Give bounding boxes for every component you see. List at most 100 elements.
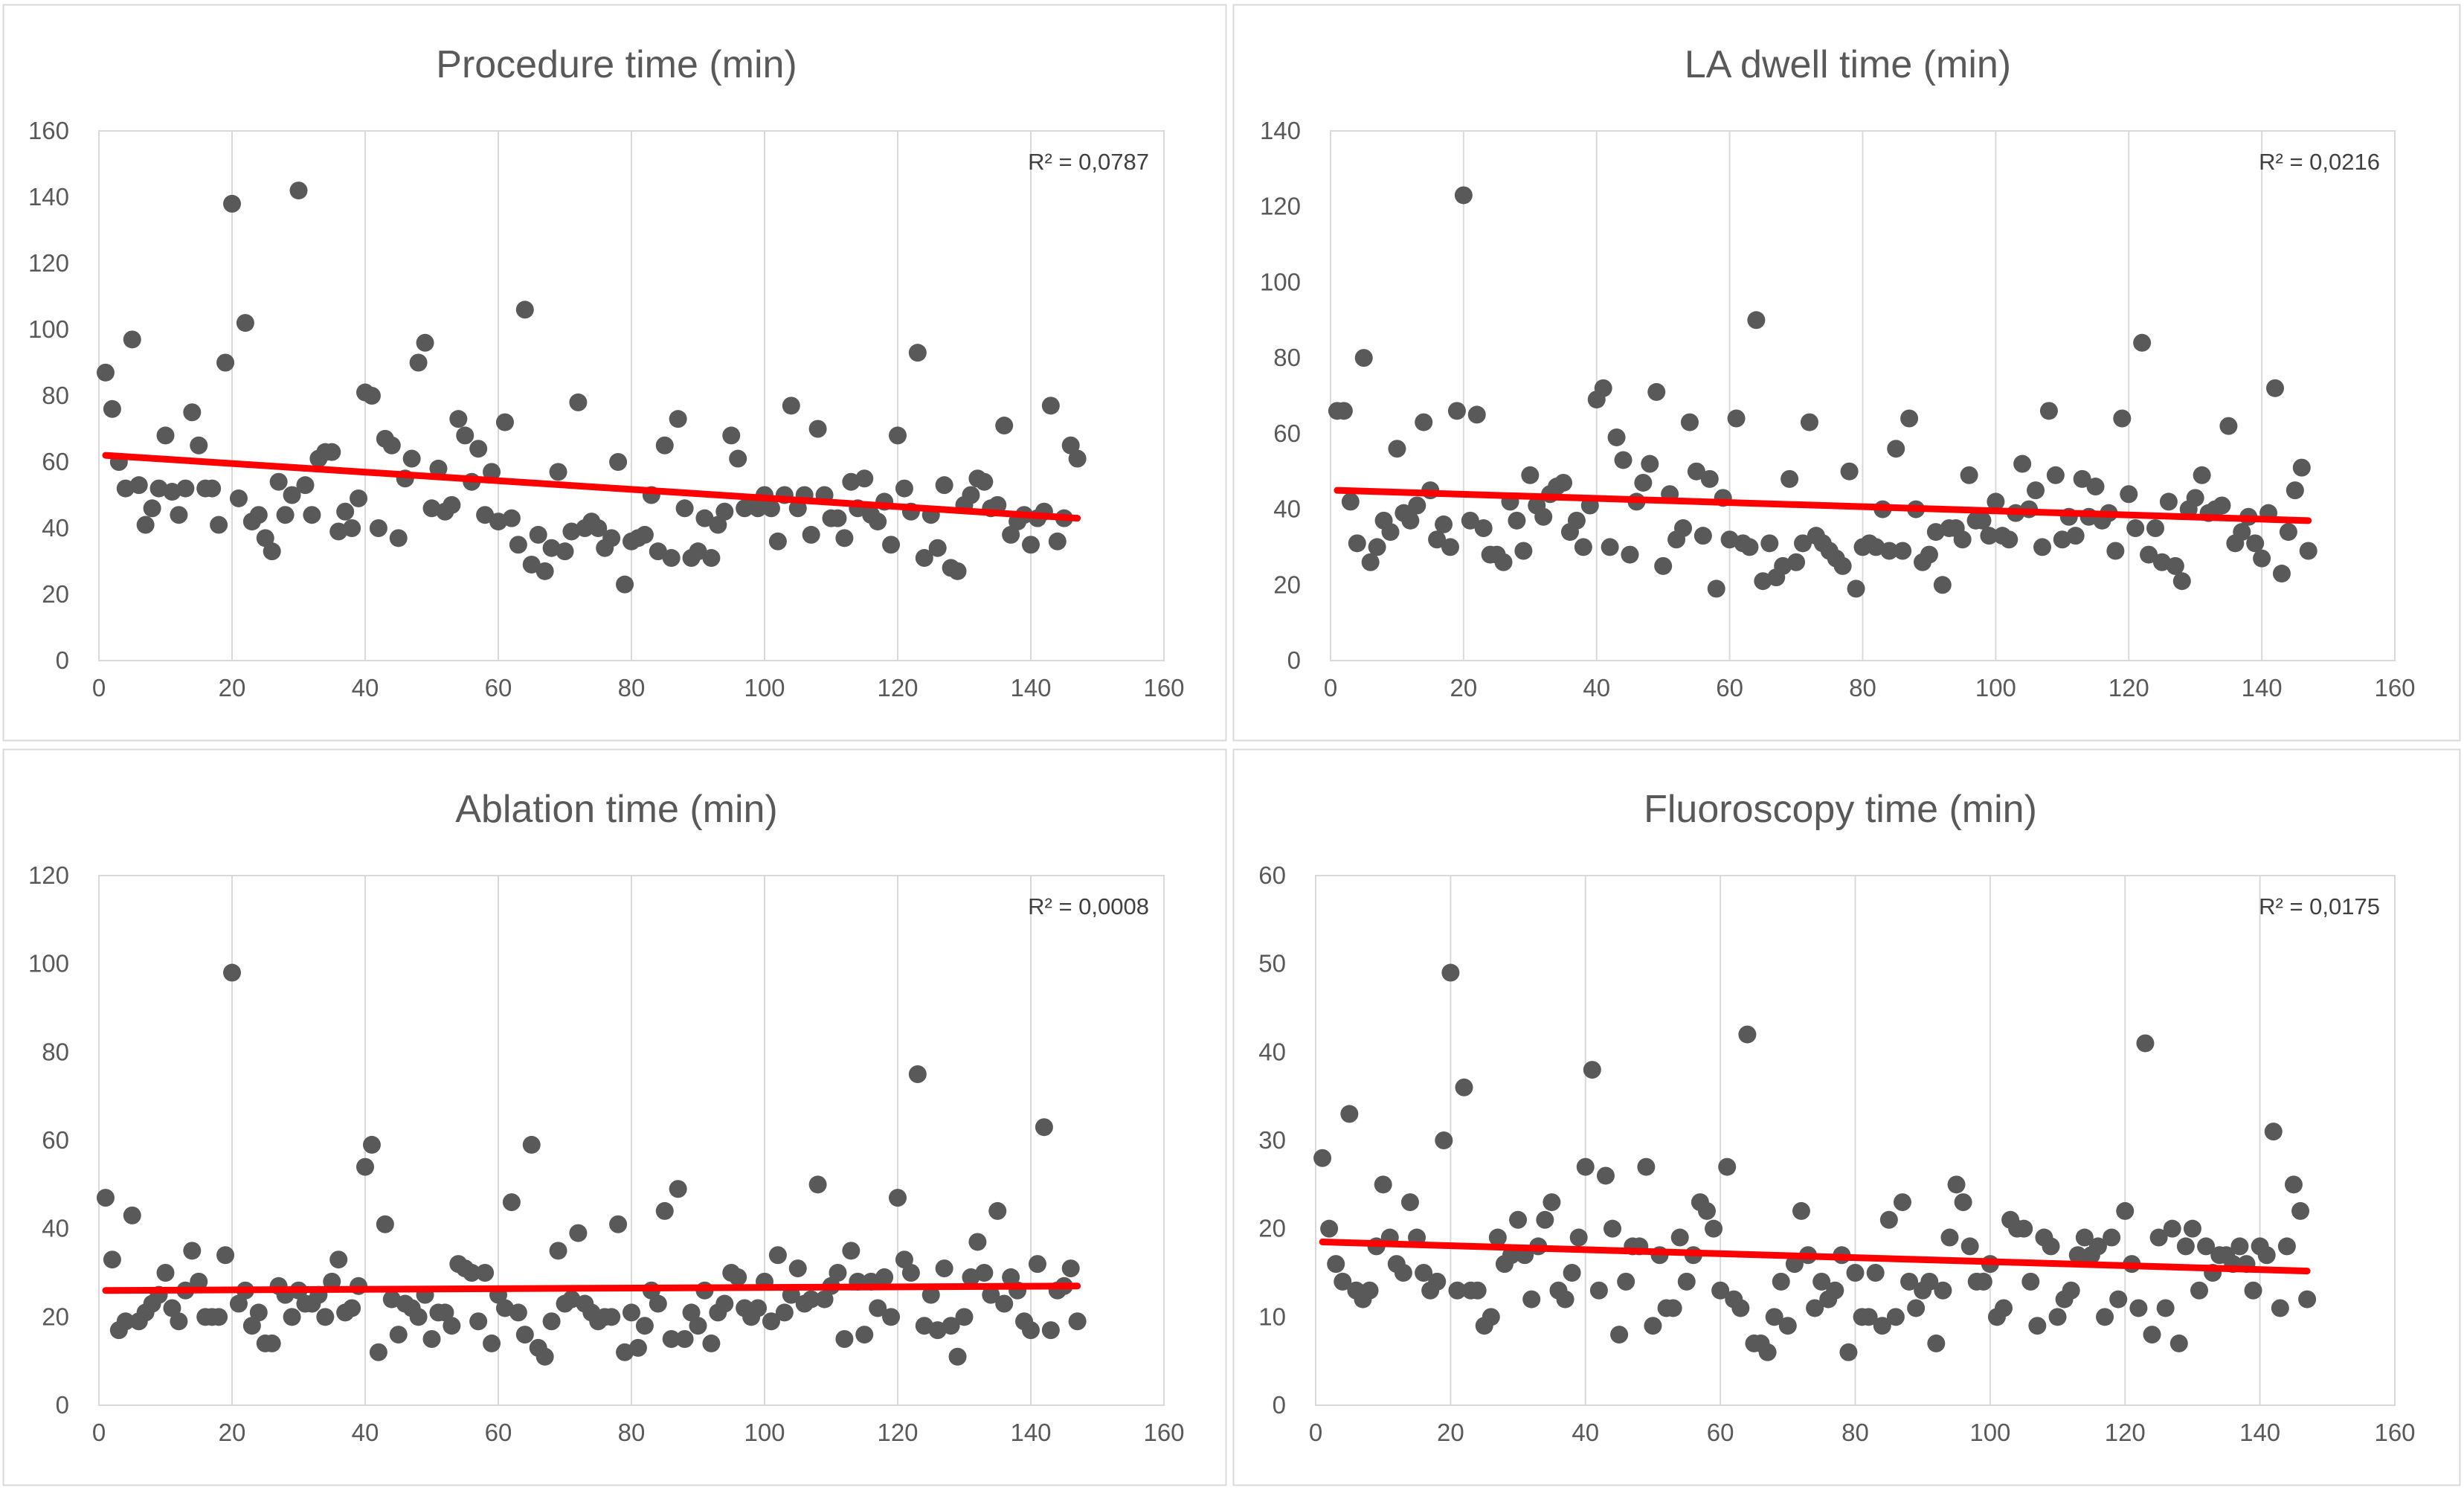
chart-frame bbox=[1232, 4, 2461, 742]
y-tick-label: 160 bbox=[28, 117, 69, 144]
data-point bbox=[1894, 542, 1912, 560]
data-point bbox=[1846, 1264, 1865, 1282]
data-point bbox=[163, 1299, 181, 1317]
data-point bbox=[2075, 1228, 2094, 1247]
x-tick-label: 100 bbox=[1969, 1419, 2010, 1446]
data-point bbox=[2103, 1228, 2121, 1247]
x-tick-label: 160 bbox=[2374, 1419, 2415, 1446]
data-point bbox=[802, 525, 820, 544]
data-point bbox=[1787, 553, 1806, 571]
data-point bbox=[2197, 1237, 2216, 1256]
data-point bbox=[489, 513, 507, 531]
y-tick-label: 80 bbox=[42, 382, 69, 409]
data-point bbox=[1954, 1193, 1972, 1212]
trendline bbox=[1319, 1238, 2311, 1275]
y-tick-label: 20 bbox=[1258, 1215, 1286, 1242]
x-tick-label: 160 bbox=[1143, 674, 1184, 701]
data-point bbox=[1482, 1308, 1500, 1326]
data-point bbox=[662, 549, 681, 568]
data-point bbox=[2116, 1201, 2135, 1220]
data-point bbox=[1847, 579, 1865, 598]
data-point bbox=[2172, 572, 2191, 591]
y-tick-label: 20 bbox=[1273, 571, 1301, 598]
data-point bbox=[1522, 1290, 1541, 1309]
y-tick-label: 120 bbox=[28, 249, 69, 277]
data-point bbox=[1718, 1158, 1737, 1176]
y-tick-label: 140 bbox=[1260, 117, 1301, 144]
data-point bbox=[535, 562, 554, 580]
data-point bbox=[2109, 1290, 2128, 1309]
y-tick-label: 100 bbox=[28, 315, 69, 343]
chart-frame bbox=[2, 748, 1227, 1486]
data-point bbox=[1567, 511, 1586, 530]
data-point bbox=[569, 393, 588, 411]
data-point bbox=[329, 522, 348, 541]
x-tick-label: 60 bbox=[1716, 674, 1743, 701]
data-point bbox=[635, 1317, 654, 1335]
x-tick-label: 0 bbox=[1324, 674, 1337, 701]
data-point bbox=[456, 426, 475, 445]
data-point bbox=[223, 963, 241, 982]
data-point bbox=[2143, 1326, 2161, 1344]
x-tick-label: 60 bbox=[485, 674, 512, 701]
data-point bbox=[116, 479, 135, 498]
y-tick-label: 0 bbox=[1273, 1391, 1286, 1419]
data-point bbox=[1647, 382, 1666, 401]
data-point bbox=[1488, 1228, 1507, 1247]
data-point bbox=[216, 1246, 235, 1265]
data-point bbox=[269, 472, 288, 491]
data-point bbox=[975, 472, 994, 491]
data-point bbox=[336, 502, 355, 521]
data-point bbox=[749, 1299, 768, 1317]
data-point bbox=[1920, 1272, 1939, 1291]
data-point bbox=[542, 1312, 561, 1331]
data-point bbox=[2166, 556, 2184, 575]
data-point bbox=[935, 1259, 953, 1278]
x-tick-label: 140 bbox=[2239, 1419, 2280, 1446]
y-tick-label: 40 bbox=[1273, 495, 1301, 523]
data-point bbox=[1441, 538, 1459, 556]
data-point bbox=[1772, 1272, 1790, 1291]
data-point bbox=[901, 1264, 920, 1282]
data-point bbox=[2133, 333, 2152, 352]
data-point bbox=[323, 443, 341, 461]
data-point bbox=[2120, 485, 2138, 504]
data-point bbox=[210, 516, 228, 534]
data-point bbox=[1974, 1272, 1992, 1291]
data-point bbox=[103, 1250, 121, 1269]
data-point bbox=[2190, 1281, 2209, 1300]
x-tick-label: 140 bbox=[1010, 674, 1051, 701]
data-point bbox=[662, 1330, 681, 1348]
data-point bbox=[1035, 1118, 1053, 1137]
x-tick-label: 160 bbox=[1143, 1419, 1184, 1446]
data-point bbox=[1408, 496, 1426, 515]
data-point bbox=[296, 476, 315, 495]
data-point bbox=[1514, 542, 1533, 560]
data-point bbox=[1508, 511, 1526, 530]
data-point bbox=[2073, 469, 2091, 488]
data-point bbox=[1068, 449, 1087, 468]
data-point bbox=[1840, 462, 1859, 481]
data-point bbox=[1556, 1290, 1574, 1309]
data-point bbox=[2068, 1246, 2087, 1265]
chart-panel-1: 0 20 40 60 80 100 120 140 160 0 20 40 60 80 100 120 140 1… bbox=[2, 4, 1227, 742]
data-point bbox=[529, 525, 547, 544]
data-point bbox=[2000, 530, 2019, 549]
data-point bbox=[542, 539, 561, 557]
data-point bbox=[1960, 1237, 1979, 1256]
data-point bbox=[495, 413, 514, 431]
data-point bbox=[1467, 405, 1486, 424]
data-point bbox=[895, 479, 913, 498]
data-point bbox=[2272, 565, 2291, 583]
data-point bbox=[1933, 576, 1952, 594]
data-point bbox=[229, 1294, 248, 1313]
data-point bbox=[183, 1242, 202, 1260]
data-point bbox=[429, 459, 448, 478]
data-point bbox=[1833, 556, 1852, 575]
data-point bbox=[962, 486, 980, 504]
data-point bbox=[655, 1201, 674, 1220]
data-point bbox=[249, 506, 268, 524]
data-point bbox=[1381, 523, 1400, 542]
data-point bbox=[802, 1290, 820, 1309]
